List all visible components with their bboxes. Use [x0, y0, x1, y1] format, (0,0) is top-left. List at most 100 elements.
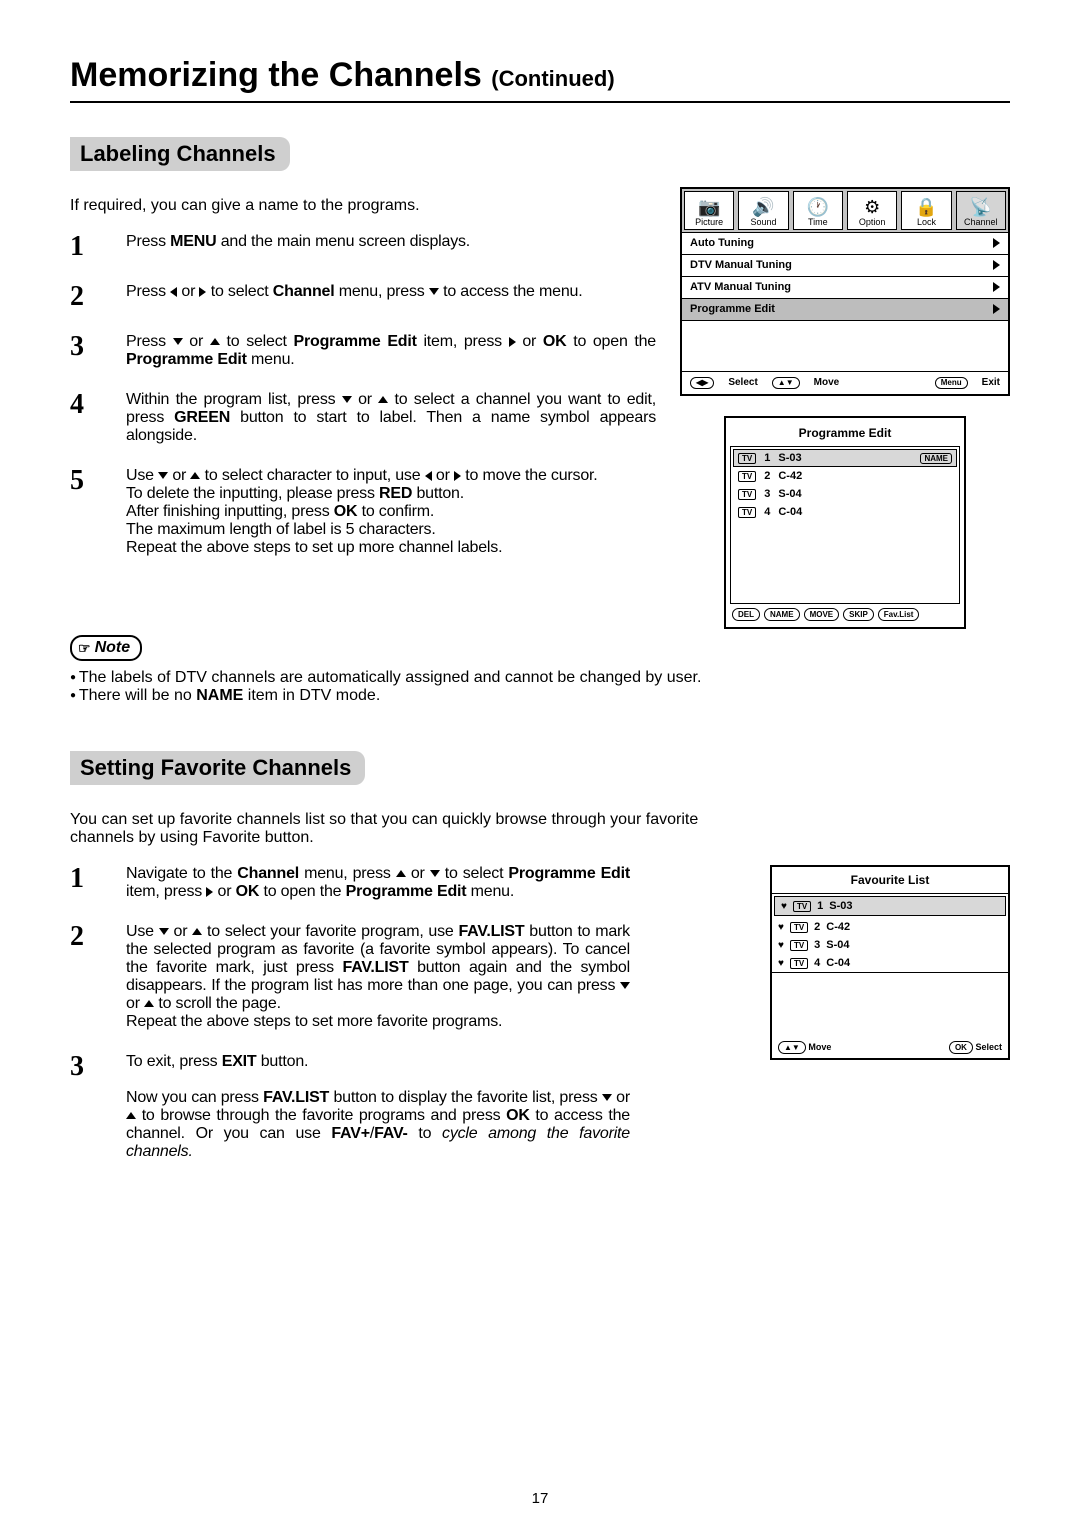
chevron-right-icon: [993, 282, 1000, 292]
favourite-channel: C-04: [826, 957, 850, 969]
note-item: There will be no NAME item in DTV mode.: [70, 687, 1010, 705]
osd-tab-lock[interactable]: 🔒Lock: [901, 191, 951, 230]
osd-tab-label: Picture: [695, 218, 723, 227]
favourite-number: 2: [814, 921, 820, 933]
osd-tab-option[interactable]: ⚙Option: [847, 191, 897, 230]
step: 5Use or to select character to input, us…: [70, 467, 656, 557]
option-icon: ⚙: [864, 196, 880, 218]
tv-tag-icon: TV: [790, 940, 808, 951]
favourite-row[interactable]: ♥TV2C-42: [772, 918, 1008, 936]
prog-button-del[interactable]: DEL: [732, 608, 760, 621]
note-label: Note: [95, 639, 131, 657]
key-menu-icon: Menu: [935, 377, 968, 389]
osd-menu-item[interactable]: Auto Tuning: [682, 232, 1008, 254]
chevron-right-icon: [993, 304, 1000, 314]
favourite-number: 3: [814, 939, 820, 951]
programme-channel: S-04: [778, 488, 801, 500]
favourite-row[interactable]: ♥TV3S-04: [772, 936, 1008, 954]
osd-footer: ◀▶ Select ▲▼ Move Menu Exit: [682, 371, 1008, 394]
heart-icon: ♥: [781, 901, 787, 912]
favourite-row[interactable]: ♥TV4C-04: [772, 954, 1008, 972]
prog-button-skip[interactable]: SKIP: [843, 608, 874, 621]
favourite-channel: S-03: [829, 900, 852, 912]
prog-button-move[interactable]: MOVE: [804, 608, 840, 621]
osd-menu-label: ATV Manual Tuning: [690, 282, 791, 293]
key-ud-icon: ▲▼: [778, 1041, 806, 1054]
osd-tab-picture[interactable]: 📷Picture: [684, 191, 734, 230]
step-number: 5: [70, 467, 126, 557]
osd-tab-time[interactable]: 🕐Time: [793, 191, 843, 230]
prog-button-fav.list[interactable]: Fav.List: [878, 608, 920, 621]
fav-select-label: Select: [975, 1042, 1002, 1052]
step: 3To exit, press EXIT button.Now you can …: [70, 1053, 630, 1161]
step: 2Press or to select Channel menu, press …: [70, 283, 656, 311]
programme-number: 2: [764, 470, 770, 482]
osd-menu-item[interactable]: Programme Edit: [682, 298, 1008, 320]
chevron-right-icon: [993, 260, 1000, 270]
picture-icon: 📷: [698, 196, 720, 218]
tv-tag-icon: TV: [790, 958, 808, 969]
programme-number: 3: [764, 488, 770, 500]
title-main: Memorizing the Channels: [70, 56, 491, 94]
page-number: 17: [0, 1490, 1080, 1507]
osd-menu-item[interactable]: ATV Manual Tuning: [682, 276, 1008, 298]
step-number: 2: [70, 923, 126, 1031]
key-lr-icon: ◀▶: [690, 377, 714, 389]
fav-move-label: Move: [808, 1042, 831, 1052]
prog-button-name[interactable]: NAME: [764, 608, 800, 621]
heart-icon: ♥: [778, 922, 784, 933]
programme-channel: C-42: [778, 470, 802, 482]
programme-row[interactable]: TV3S-04: [733, 485, 957, 503]
step-number: 3: [70, 333, 126, 369]
programme-row[interactable]: TV2C-42: [733, 467, 957, 485]
section1-steps: 1Press MENU and the main menu screen dis…: [70, 233, 656, 557]
osd-tab-channel[interactable]: 📡Channel: [956, 191, 1006, 230]
time-icon: 🕐: [807, 196, 829, 218]
programme-edit-panel: Programme Edit TV1S-03NAMETV2C-42TV3S-04…: [724, 416, 966, 629]
point-hand-icon: ☞: [78, 640, 91, 657]
step-text: Press or to select Programme Edit item, …: [126, 333, 656, 369]
step-number: 3: [70, 1053, 126, 1161]
osd-tab-label: Lock: [917, 218, 936, 227]
step-number: 2: [70, 283, 126, 311]
osd-select-label: Select: [728, 378, 757, 388]
osd-menu-label: Programme Edit: [690, 304, 775, 315]
key-ok-icon: OK: [949, 1041, 973, 1054]
osd-tab-label: Option: [859, 218, 886, 227]
programme-row[interactable]: TV4C-04: [733, 503, 957, 521]
osd-menu-item[interactable]: DTV Manual Tuning: [682, 254, 1008, 276]
section1-notes: The labels of DTV channels are automatic…: [70, 669, 1010, 705]
step: 1Press MENU and the main menu screen dis…: [70, 233, 656, 261]
step-text: Navigate to the Channel menu, press or t…: [126, 865, 630, 901]
favourite-number: 4: [814, 957, 820, 969]
programme-edit-title: Programme Edit: [730, 422, 960, 446]
osd-exit-label: Exit: [982, 378, 1000, 388]
note-item: The labels of DTV channels are automatic…: [70, 669, 1010, 687]
favourite-list-title: Favourite List: [772, 867, 1008, 894]
osd-move-label: Move: [814, 378, 840, 388]
title-continued: (Continued): [491, 66, 614, 91]
step-text: Use or to select character to input, use…: [126, 467, 598, 557]
step-number: 1: [70, 865, 126, 901]
programme-channel: S-03: [778, 452, 801, 464]
tv-tag-icon: TV: [738, 507, 756, 518]
osd-channel-menu: 📷Picture🔊Sound🕐Time⚙Option🔒Lock📡Channel …: [680, 187, 1010, 396]
favourite-row[interactable]: ♥TV1S-03: [774, 896, 1006, 916]
step-text: Use or to select your favorite program, …: [126, 923, 630, 1031]
section2-intro: You can set up favorite channels list so…: [70, 811, 710, 847]
lock-icon: 🔒: [915, 196, 937, 218]
chevron-right-icon: [993, 238, 1000, 248]
programme-row[interactable]: TV1S-03NAME: [733, 449, 957, 467]
step-number: 1: [70, 233, 126, 261]
osd-menu-label: DTV Manual Tuning: [690, 260, 792, 271]
osd-tab-sound[interactable]: 🔊Sound: [738, 191, 788, 230]
step-text: Within the program list, press or to sel…: [126, 391, 656, 445]
step: 1Navigate to the Channel menu, press or …: [70, 865, 630, 901]
tv-tag-icon: TV: [793, 901, 811, 912]
section2-steps: 1Navigate to the Channel menu, press or …: [70, 865, 630, 1161]
favourite-channel: S-04: [826, 939, 849, 951]
sound-icon: 🔊: [752, 196, 774, 218]
key-ud-icon: ▲▼: [772, 377, 800, 389]
channel-icon: 📡: [970, 196, 992, 218]
programme-number: 4: [764, 506, 770, 518]
